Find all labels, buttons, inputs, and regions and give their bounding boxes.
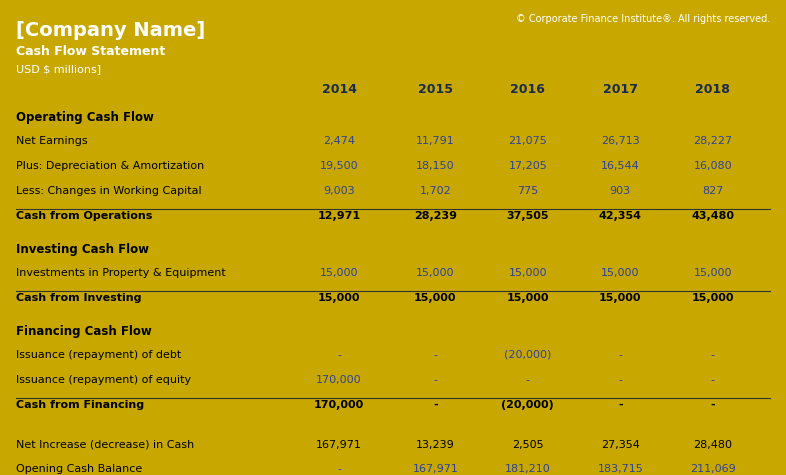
Text: 28,239: 28,239 xyxy=(414,210,457,220)
Text: -: - xyxy=(433,350,437,360)
Text: Opening Cash Balance: Opening Cash Balance xyxy=(16,465,141,475)
Text: 2,474: 2,474 xyxy=(323,136,355,146)
Text: 27,354: 27,354 xyxy=(601,439,640,449)
Text: Cash from Financing: Cash from Financing xyxy=(16,399,144,410)
Text: 1,702: 1,702 xyxy=(420,186,451,196)
Text: [Company Name]: [Company Name] xyxy=(16,21,205,40)
Text: 13,239: 13,239 xyxy=(416,439,455,449)
Text: -: - xyxy=(337,465,341,475)
Text: (20,000): (20,000) xyxy=(501,399,554,410)
Text: 2016: 2016 xyxy=(510,83,545,96)
Text: Operating Cash Flow: Operating Cash Flow xyxy=(16,111,153,124)
Text: -: - xyxy=(433,375,437,385)
Text: 2018: 2018 xyxy=(696,83,730,96)
Text: 167,971: 167,971 xyxy=(316,439,362,449)
Text: 181,210: 181,210 xyxy=(505,465,551,475)
Text: 43,480: 43,480 xyxy=(691,210,734,220)
Text: -: - xyxy=(618,399,623,410)
Text: -: - xyxy=(711,375,714,385)
Text: 15,000: 15,000 xyxy=(601,268,640,278)
Text: 15,000: 15,000 xyxy=(692,293,734,303)
Text: 21,075: 21,075 xyxy=(509,136,547,146)
Text: 11,791: 11,791 xyxy=(416,136,455,146)
Text: Investing Cash Flow: Investing Cash Flow xyxy=(16,243,149,256)
Text: (20,000): (20,000) xyxy=(504,350,552,360)
Text: Issuance (repayment) of equity: Issuance (repayment) of equity xyxy=(16,375,191,385)
Text: 12,971: 12,971 xyxy=(318,210,361,220)
Text: 18,150: 18,150 xyxy=(416,161,454,171)
Text: 16,544: 16,544 xyxy=(601,161,640,171)
Text: Cash from Investing: Cash from Investing xyxy=(16,293,141,303)
Text: -: - xyxy=(619,375,623,385)
Text: Issuance (repayment) of debt: Issuance (repayment) of debt xyxy=(16,350,181,360)
Text: 2,505: 2,505 xyxy=(512,439,544,449)
Text: 2017: 2017 xyxy=(603,83,637,96)
Text: 2015: 2015 xyxy=(418,83,453,96)
Text: 19,500: 19,500 xyxy=(320,161,358,171)
Text: Plus: Depreciation & Amortization: Plus: Depreciation & Amortization xyxy=(16,161,204,171)
Text: 15,000: 15,000 xyxy=(318,293,360,303)
Text: -: - xyxy=(711,350,714,360)
Text: 15,000: 15,000 xyxy=(509,268,547,278)
Text: 15,000: 15,000 xyxy=(416,268,454,278)
Text: USD $ millions]: USD $ millions] xyxy=(16,64,101,74)
Text: Investments in Property & Equipment: Investments in Property & Equipment xyxy=(16,268,226,278)
Text: 15,000: 15,000 xyxy=(414,293,457,303)
Text: 211,069: 211,069 xyxy=(690,465,736,475)
Text: 9,003: 9,003 xyxy=(323,186,355,196)
Text: 15,000: 15,000 xyxy=(693,268,732,278)
Text: 827: 827 xyxy=(702,186,723,196)
Text: 167,971: 167,971 xyxy=(413,465,458,475)
Text: 170,000: 170,000 xyxy=(314,399,364,410)
Text: 16,080: 16,080 xyxy=(693,161,732,171)
Text: Net Increase (decrease) in Cash: Net Increase (decrease) in Cash xyxy=(16,439,194,449)
Text: -: - xyxy=(526,375,530,385)
Text: Cash from Operations: Cash from Operations xyxy=(16,210,152,220)
Text: 28,480: 28,480 xyxy=(693,439,733,449)
Text: -: - xyxy=(711,399,715,410)
Text: 903: 903 xyxy=(610,186,631,196)
Text: 42,354: 42,354 xyxy=(599,210,641,220)
Text: 28,227: 28,227 xyxy=(693,136,733,146)
Text: 170,000: 170,000 xyxy=(316,375,362,385)
Text: -: - xyxy=(433,399,438,410)
Text: Cash Flow Statement: Cash Flow Statement xyxy=(16,45,165,57)
Text: 17,205: 17,205 xyxy=(509,161,547,171)
Text: Less: Changes in Working Capital: Less: Changes in Working Capital xyxy=(16,186,201,196)
Text: 775: 775 xyxy=(517,186,538,196)
Text: -: - xyxy=(337,350,341,360)
Text: -: - xyxy=(619,350,623,360)
Text: Financing Cash Flow: Financing Cash Flow xyxy=(16,325,152,338)
Text: 15,000: 15,000 xyxy=(599,293,641,303)
Text: © Corporate Finance Institute®. All rights reserved.: © Corporate Finance Institute®. All righ… xyxy=(516,14,770,24)
Text: 15,000: 15,000 xyxy=(506,293,549,303)
Text: 26,713: 26,713 xyxy=(601,136,640,146)
Text: Net Earnings: Net Earnings xyxy=(16,136,87,146)
Text: 2014: 2014 xyxy=(321,83,357,96)
Text: 37,505: 37,505 xyxy=(506,210,549,220)
Text: 15,000: 15,000 xyxy=(320,268,358,278)
Text: 183,715: 183,715 xyxy=(597,465,643,475)
